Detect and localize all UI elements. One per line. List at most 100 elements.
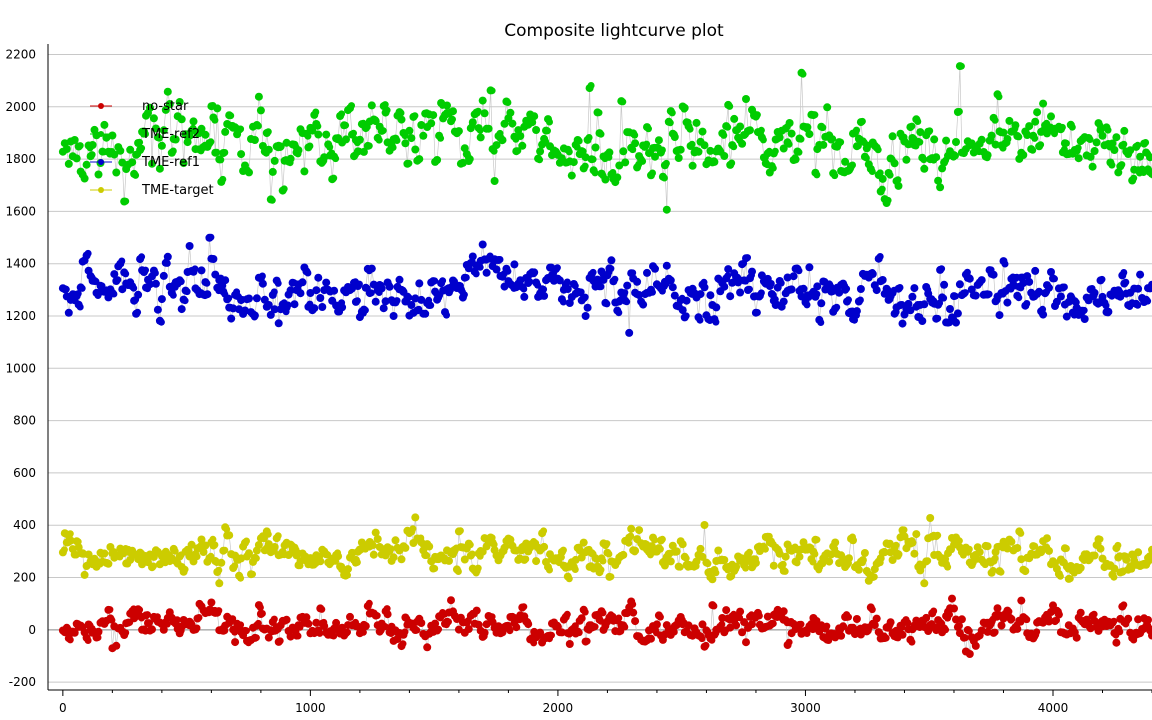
- data-point: [799, 70, 807, 78]
- data-point: [1112, 133, 1121, 142]
- data-point: [365, 142, 373, 150]
- data-point: [245, 549, 253, 558]
- data-point: [516, 132, 525, 140]
- data-point: [1076, 563, 1085, 572]
- data-point: [290, 300, 299, 309]
- data-point: [355, 135, 364, 144]
- data-point: [100, 549, 109, 558]
- data-point: [411, 513, 420, 522]
- data-point: [514, 147, 522, 155]
- data-point: [163, 620, 171, 628]
- data-point: [401, 139, 410, 148]
- data-point: [256, 604, 264, 611]
- data-point: [920, 156, 928, 164]
- data-point: [581, 312, 590, 320]
- data-point: [779, 144, 788, 153]
- data-point: [999, 128, 1008, 137]
- data-point: [155, 134, 163, 142]
- data-point: [411, 294, 420, 303]
- data-point: [932, 153, 941, 162]
- data-point: [730, 114, 739, 123]
- data-point: [955, 537, 963, 545]
- data-point: [1031, 134, 1039, 142]
- data-point: [607, 573, 615, 581]
- data-point: [908, 122, 916, 130]
- data-point: [84, 550, 93, 559]
- x-tick-label: 2000: [543, 701, 574, 715]
- data-point: [1043, 534, 1051, 543]
- data-point: [557, 628, 566, 637]
- data-point: [1098, 275, 1106, 283]
- data-point: [627, 524, 636, 533]
- data-point: [878, 185, 886, 193]
- y-tick-label: 1400: [5, 257, 36, 271]
- data-point: [66, 536, 75, 545]
- data-point: [431, 277, 439, 285]
- data-point: [831, 538, 840, 547]
- data-point: [712, 303, 721, 312]
- data-point: [890, 159, 899, 168]
- data-point: [445, 618, 452, 626]
- data-point: [940, 280, 949, 289]
- data-point: [621, 158, 630, 167]
- data-point: [1090, 610, 1098, 618]
- data-point: [1029, 146, 1037, 154]
- data-point: [995, 93, 1003, 101]
- data-point: [627, 532, 635, 540]
- data-point: [373, 612, 381, 620]
- data-point: [785, 638, 793, 646]
- data-point: [365, 599, 373, 607]
- data-point: [1062, 545, 1070, 552]
- data-point: [407, 301, 416, 309]
- data-point: [740, 618, 749, 627]
- data-point: [753, 111, 761, 119]
- data-point: [908, 292, 917, 301]
- data-point: [1108, 139, 1117, 148]
- data-point: [912, 530, 921, 539]
- data-point: [464, 625, 473, 633]
- data-point: [1013, 624, 1022, 633]
- data-point: [512, 623, 521, 632]
- data-point: [193, 553, 201, 561]
- data-point: [591, 143, 600, 152]
- legend-item-no-star: no-star: [90, 99, 189, 114]
- data-point: [183, 288, 191, 296]
- data-point: [532, 557, 541, 566]
- data-point: [118, 285, 127, 294]
- data-point: [686, 125, 694, 133]
- data-point: [1023, 616, 1031, 624]
- data-point: [997, 621, 1006, 630]
- data-point: [466, 155, 474, 163]
- data-point: [1144, 297, 1152, 305]
- data-point: [431, 619, 440, 628]
- data-point: [1104, 307, 1113, 316]
- data-point: [1134, 301, 1142, 309]
- data-point: [175, 98, 184, 106]
- data-point: [237, 125, 245, 133]
- data-point: [1068, 123, 1076, 131]
- data-point: [250, 136, 259, 144]
- data-point: [258, 279, 267, 288]
- data-point: [1001, 260, 1009, 268]
- data-point: [613, 173, 622, 182]
- data-point: [221, 276, 230, 285]
- data-point: [264, 633, 273, 642]
- data-point: [361, 306, 369, 314]
- data-point: [599, 557, 607, 565]
- data-point: [157, 295, 166, 304]
- data-point: [1120, 269, 1128, 276]
- data-point: [781, 552, 790, 561]
- data-point: [577, 614, 586, 623]
- data-point: [318, 303, 327, 311]
- data-point: [647, 634, 655, 643]
- data-point: [130, 284, 138, 292]
- data-point: [237, 621, 245, 629]
- data-point: [787, 129, 796, 138]
- data-point: [1060, 283, 1068, 291]
- data-point: [868, 606, 876, 614]
- data-point: [264, 530, 272, 538]
- data-point: [1146, 555, 1152, 564]
- data-point: [191, 265, 199, 273]
- data-point: [1098, 131, 1107, 140]
